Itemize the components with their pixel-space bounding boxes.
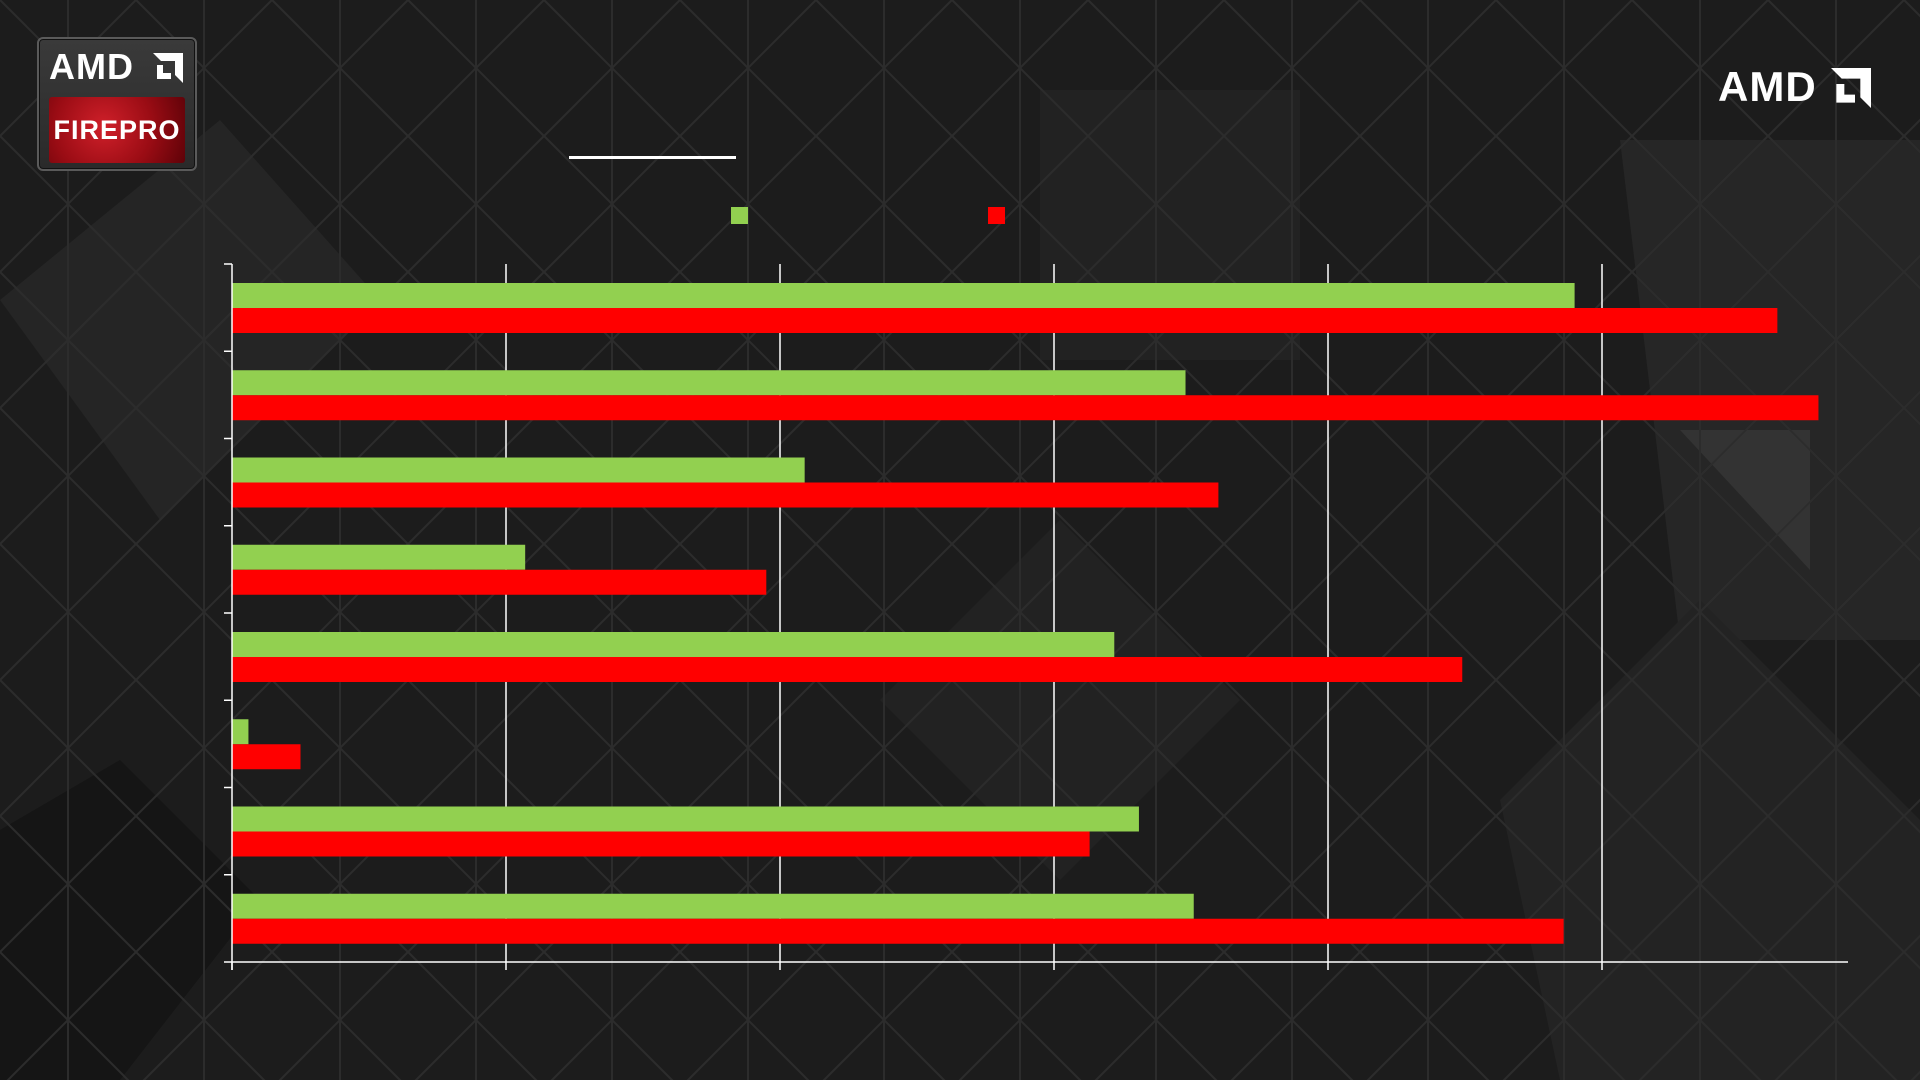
badge-amd-wordmark: AMD: [49, 46, 134, 87]
bar-series2-row4: [232, 569, 767, 595]
bar-series1-row4: [232, 544, 526, 570]
bar-series1-row8: [232, 893, 1194, 919]
bar-series2-row8: [232, 918, 1564, 944]
bar-series2-row2: [232, 395, 1819, 421]
bar-series1-row7: [232, 806, 1139, 832]
bar-series1-row2: [232, 370, 1186, 396]
amd-arrow-icon: [153, 53, 183, 83]
legend-swatch-green: [731, 207, 748, 224]
bar-series2-row3: [232, 482, 1219, 508]
amd-arrow-icon: [1831, 68, 1871, 108]
title-underline: [569, 156, 736, 159]
bar-series2-row7: [232, 831, 1090, 857]
amd-corner-logo: AMD: [1718, 63, 1817, 110]
badge-firepro-wordmark: FIREPRO: [49, 97, 185, 163]
bar-series2-row1: [232, 308, 1778, 333]
bar-series1-row3: [232, 457, 805, 483]
bar-series2-row5: [232, 657, 1463, 682]
amd-firepro-badge: AMD FIREPRO: [37, 37, 197, 171]
bar-series1-row6: [232, 719, 249, 745]
legend-swatch-red: [988, 207, 1005, 224]
bar-series2-row6: [232, 744, 301, 770]
bar-series1-row1: [232, 283, 1575, 308]
bar-series1-row5: [232, 632, 1115, 657]
